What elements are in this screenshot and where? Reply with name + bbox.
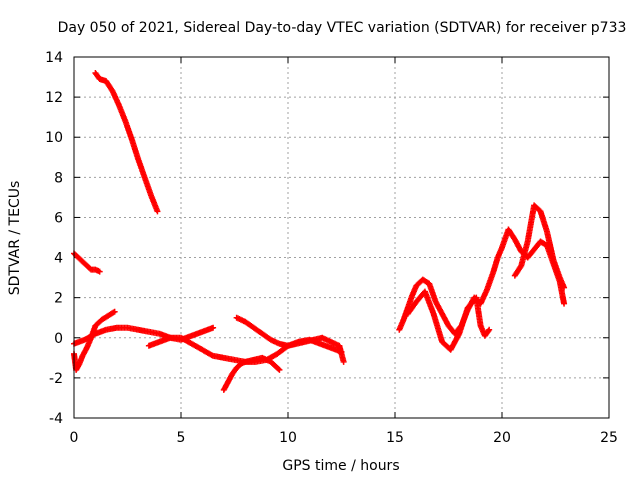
grid-lines [74, 57, 609, 418]
chart-title: Day 050 of 2021, Sidereal Day-to-day VTE… [58, 20, 627, 36]
x-tick-label: 0 [70, 430, 79, 446]
data-point [210, 324, 217, 331]
y-tick-label: 10 [45, 130, 63, 146]
data-point [485, 327, 492, 334]
y-tick-label: 2 [54, 291, 63, 307]
series-arc-h-late-rise [396, 244, 505, 337]
data-point [340, 358, 347, 365]
data-points [71, 70, 568, 393]
y-axis-label: SDTVAR / TECUs [7, 181, 23, 296]
series-arc-a-decline [92, 70, 161, 215]
data-point [111, 308, 118, 315]
x-tick-label: 25 [600, 430, 618, 446]
data-point [561, 284, 568, 291]
x-tick-label: 5 [177, 430, 186, 446]
x-tick-label: 15 [386, 430, 404, 446]
axis-ticks: 0 5 10 15 20 25 -4 -2 0 2 4 6 8 10 12 14 [45, 50, 618, 446]
y-tick-label: 4 [54, 251, 63, 267]
series-arc-i-late-loop [404, 288, 493, 353]
data-point [276, 366, 283, 373]
x-tick-label: 10 [279, 430, 297, 446]
data-point [486, 326, 493, 333]
data-point [561, 300, 568, 307]
y-tick-label: 8 [54, 170, 63, 186]
y-tick-label: 12 [45, 90, 63, 106]
data-point [275, 365, 282, 372]
plot-frame [73, 56, 610, 419]
x-tick-label: 20 [493, 430, 511, 446]
y-tick-label: -2 [49, 371, 63, 387]
data-point [154, 208, 161, 215]
data-point [96, 268, 103, 275]
series-arc-g-rise [233, 314, 347, 365]
y-tick-label: 6 [54, 210, 63, 226]
series-arc-f-dip [220, 354, 283, 393]
x-axis-label: GPS time / hours [282, 458, 399, 474]
y-tick-label: 14 [45, 50, 63, 66]
series-arc-j-peak [499, 226, 568, 307]
y-tick-label: -4 [49, 411, 63, 427]
y-tick-label: 0 [54, 331, 63, 347]
series-arc-k-peak-upper [511, 202, 568, 291]
series-arc-b-early [71, 250, 103, 275]
